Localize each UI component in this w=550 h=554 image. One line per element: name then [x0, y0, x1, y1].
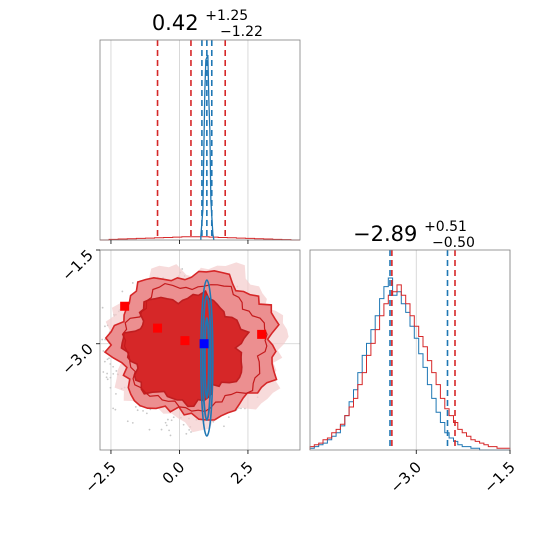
scatter-point — [101, 306, 104, 309]
scatter-point — [166, 418, 169, 421]
panel-2d-frame — [99, 249, 301, 451]
marker-red-1 — [153, 323, 163, 333]
title-param-1-minus: −1.22 — [220, 24, 263, 40]
scatter-point — [168, 429, 170, 432]
scatter-point — [238, 407, 240, 409]
panel-right-bg — [310, 250, 510, 450]
scatter-point — [134, 406, 137, 408]
title-param-2-value: −2.89 — [353, 222, 417, 246]
scatter-point — [104, 338, 107, 341]
tick-label-2d-y-1: −3.0 — [58, 340, 96, 378]
scatter-point — [185, 432, 188, 435]
scatter-point — [169, 434, 172, 437]
panel-top-bg — [100, 40, 300, 240]
scatter-point — [109, 376, 112, 379]
marker-blue — [199, 339, 209, 349]
scatter-point — [114, 408, 117, 411]
scatter-point — [172, 416, 175, 419]
scatter-point — [227, 416, 230, 419]
scatter-point — [240, 407, 242, 410]
contour-blue-inner — [203, 317, 210, 399]
panel-right-frame — [309, 249, 511, 451]
scatter-point — [121, 290, 124, 293]
scatter-point — [109, 363, 112, 365]
scatter-point — [148, 428, 151, 431]
scatter-point — [109, 386, 112, 389]
title-param-1-plus: +1.25 — [205, 8, 248, 24]
scatter-point — [115, 370, 118, 372]
panel-top-frame — [99, 39, 301, 241]
contour-blue-mid — [201, 295, 212, 421]
title-param-1-value: 0.42 — [152, 11, 199, 35]
scatter-point — [170, 419, 173, 422]
scatter-point — [188, 429, 191, 431]
marker-red-3 — [257, 329, 267, 339]
scatter-point — [165, 424, 168, 427]
tick-label-2d-x-2: 2.5 — [227, 458, 257, 488]
tick-label-2d-x-0: −2.5 — [81, 458, 119, 496]
scatter-point — [106, 378, 109, 381]
scatter-point — [101, 338, 104, 341]
scatter-point — [131, 282, 134, 284]
marker-red-0 — [120, 301, 130, 311]
title-param-2-plus: +0.51 — [424, 219, 467, 235]
scatter-point — [136, 409, 139, 412]
title-param-1: 0.42 +1.25 — [152, 8, 248, 35]
scatter-point — [108, 357, 110, 360]
histogram-param-2 — [309, 249, 511, 451]
scatter-point — [102, 350, 105, 352]
scatter-point — [181, 268, 184, 270]
histogram-param-1 — [99, 39, 301, 241]
scatter-point — [190, 431, 192, 433]
scatter-point — [182, 423, 185, 426]
tick-label-right-x-0: −3.0 — [387, 458, 425, 496]
scatter-point — [145, 412, 148, 415]
contour-panel — [99, 249, 301, 451]
scatter-point — [104, 325, 106, 328]
tick-label-2d-y-0: −1.5 — [58, 246, 96, 284]
scatter-point — [223, 425, 225, 428]
scatter-point — [164, 421, 167, 424]
scatter-point — [115, 392, 117, 395]
scatter-point — [131, 421, 134, 424]
scatter-point — [112, 407, 115, 410]
scatter-point — [112, 365, 115, 368]
histogram-param-2-red — [309, 284, 511, 450]
scatter-point — [142, 409, 144, 412]
tick-label-2d-x-1: 0.0 — [159, 458, 189, 488]
title-param-2-minus: −0.50 — [432, 235, 475, 251]
scatter-point — [112, 373, 115, 375]
marker-red-2 — [180, 336, 190, 346]
scatter-point — [105, 376, 108, 379]
title-param-2: −2.89 +0.51 — [353, 219, 467, 246]
histogram-param-1-red — [100, 236, 300, 241]
scatter-point — [160, 428, 163, 431]
scatter-point — [126, 420, 129, 423]
contour-red-mid — [121, 282, 268, 413]
scatter-point — [106, 372, 109, 375]
tick-label-right-x-1: −1.5 — [480, 458, 518, 496]
scatter-point — [103, 360, 106, 363]
contour-blue-outer — [200, 279, 214, 437]
scatter-point — [106, 358, 109, 361]
scatter-point — [102, 371, 105, 373]
scatter-point — [212, 420, 215, 423]
